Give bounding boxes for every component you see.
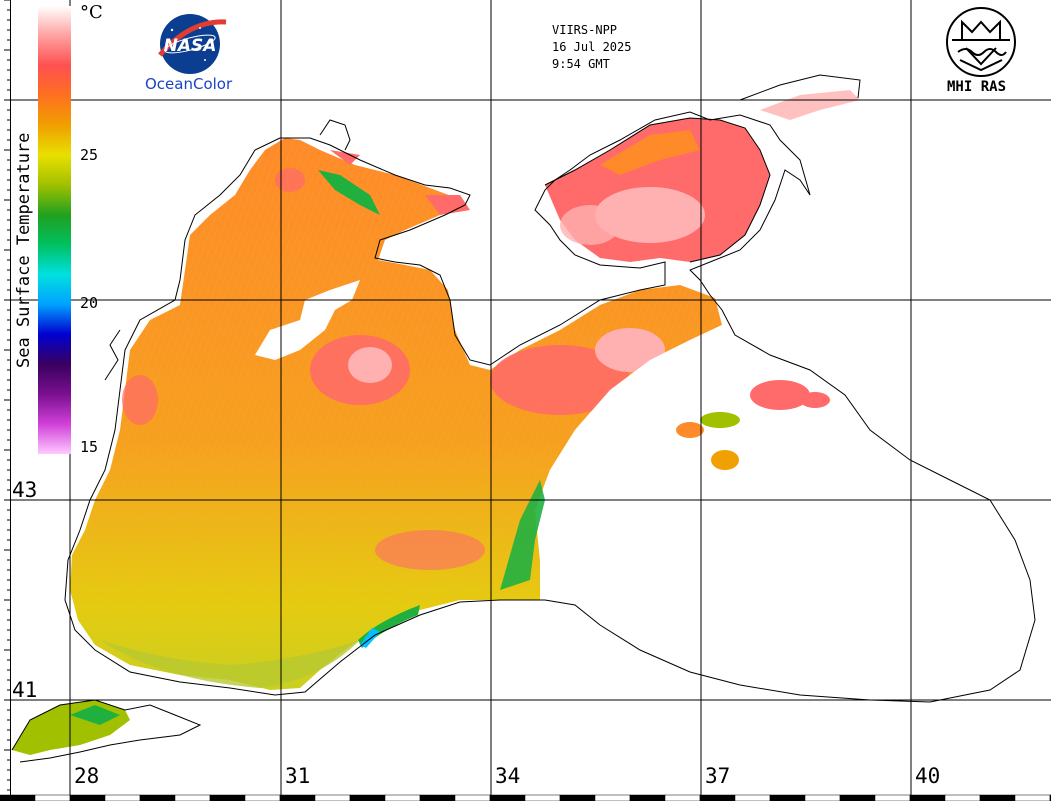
warm-blob-e1: [750, 380, 810, 410]
mhi-ras-label: MHI RAS: [947, 79, 1007, 95]
ruler-segment: [629, 794, 666, 801]
latitude-label-43: 43: [12, 478, 38, 502]
ruler-segment: [874, 794, 911, 801]
sensor-name: VIIRS-NPP: [552, 23, 618, 37]
dnieper-warm: [330, 150, 360, 165]
warm-patch-south: [375, 530, 485, 570]
ruler-segment: [349, 794, 386, 801]
marmara-coastline: [11, 699, 202, 763]
ruler-segment: [699, 794, 736, 801]
ruler-segment: [454, 794, 491, 801]
longitude-label-31: 31: [285, 764, 311, 788]
ruler-segment: [244, 794, 281, 801]
longitude-label-34: 34: [495, 764, 521, 788]
ruler-segment: [734, 794, 771, 801]
hot-core-east: [595, 328, 665, 372]
danube-delta-outline: [104, 329, 121, 381]
colorbar-unit: °C: [80, 2, 103, 23]
hot-core-central: [348, 347, 392, 383]
marmara-cool: [70, 705, 120, 725]
latitude-label-41: 41: [12, 678, 38, 702]
ruler-segment: [524, 794, 561, 801]
ruler-segment: [559, 794, 596, 801]
colorbar-tick-15: 15: [80, 438, 99, 456]
sea-of-marmara: [12, 700, 130, 755]
ruler-segment: [69, 794, 106, 801]
longitude-label-40: 40: [915, 764, 941, 788]
ruler-segment: [489, 794, 526, 801]
acquisition-date: 16 Jul 2025: [552, 40, 632, 54]
azov-coastline: [544, 117, 771, 263]
colorbar: [38, 6, 71, 454]
karkinit-warm: [425, 195, 470, 215]
ruler-segment: [419, 794, 456, 801]
ruler-segment: [664, 794, 701, 801]
warm-blob-e2: [800, 392, 830, 408]
taganrog-bay: [760, 90, 860, 120]
mhi-ras-logo: [946, 7, 1016, 77]
longitude-label-37: 37: [705, 764, 731, 788]
warm-patch-west: [122, 375, 158, 425]
black-sea-coastline: [64, 111, 1036, 703]
ruler-segment: [769, 794, 806, 801]
ruler-segment: [0, 794, 36, 801]
cool-band-south: [100, 640, 360, 688]
oceancolor-label: OceanColor: [145, 75, 233, 93]
warm-blob-e5: [711, 450, 739, 470]
colorbar-title: Sea Surface Temperature: [14, 132, 34, 368]
warm-blob-e4: [676, 422, 704, 438]
ruler-segment: [139, 794, 176, 801]
bottom-ruler: [0, 794, 1051, 801]
river-mouth-outline: [319, 119, 351, 151]
ruler-segment: [174, 794, 211, 801]
ruler-segment: [944, 794, 981, 801]
colorbar-tick-20: 20: [80, 294, 99, 312]
left-frame: [10, 0, 11, 795]
estuary-cool: [318, 170, 380, 215]
colorbar-tick-25: 25: [80, 146, 99, 164]
ruler-segment: [804, 794, 841, 801]
cloud-area-east: [535, 325, 1030, 700]
nasa-logo-word: NASA: [164, 36, 217, 56]
azov-hot-core-2: [560, 205, 620, 245]
azov-hot-core: [595, 187, 705, 243]
satellite-info: VIIRS-NPP 16 Jul 2025 9:54 GMT: [552, 22, 631, 73]
warm-patch-east: [490, 345, 630, 415]
ruler-segment: [314, 794, 351, 801]
warm-patch-north: [275, 168, 305, 192]
ruler-segment: [909, 794, 946, 801]
longitude-label-28: 28: [74, 764, 100, 788]
acquisition-time: 9:54 GMT: [552, 57, 610, 71]
ruler-segment: [979, 794, 1016, 801]
ruler-segment: [384, 794, 421, 801]
ruler-segment: [1014, 794, 1051, 801]
cool-blob-e3: [700, 412, 740, 428]
ruler-segment: [104, 794, 141, 801]
azov-north-warm: [600, 130, 700, 175]
taganrog-coastline: [739, 74, 861, 101]
ruler-segment: [209, 794, 246, 801]
ruler-segment: [34, 794, 71, 801]
cool-strip-central: [500, 480, 545, 590]
sst-striping: [70, 138, 722, 690]
left-ruler: [4, 0, 10, 791]
ruler-segment: [594, 794, 631, 801]
ruler-segment: [839, 794, 876, 801]
ruler-segment: [279, 794, 316, 801]
nasa-logo: NASA: [158, 14, 227, 74]
